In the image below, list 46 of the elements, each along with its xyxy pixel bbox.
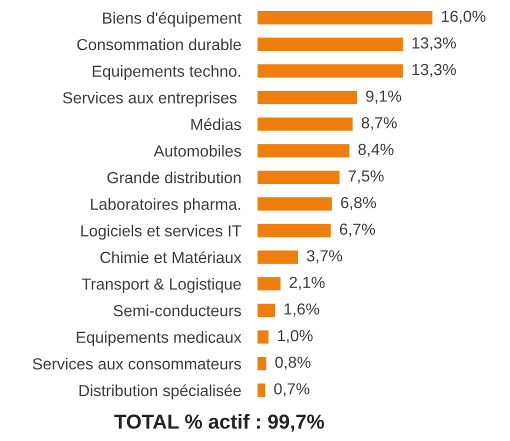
data-label: 13,3% bbox=[412, 64, 456, 78]
data-label: 7,5% bbox=[348, 170, 384, 184]
bar bbox=[258, 250, 298, 264]
bar bbox=[258, 197, 332, 211]
data-label: 16,0% bbox=[442, 10, 486, 24]
bar bbox=[258, 38, 403, 51]
data-label: 1,6% bbox=[284, 303, 320, 317]
y-tick-label: Chimie et Matériaux bbox=[100, 251, 242, 264]
y-tick-label: Equipements medicaux bbox=[76, 331, 242, 346]
text: TOTAL % actif : 99,7% bbox=[114, 414, 324, 432]
y-tick-label: Biens d'équipement bbox=[103, 12, 242, 27]
y-tick-label: Médias bbox=[191, 118, 242, 130]
y-tick-label: Transport & Logistique bbox=[82, 278, 241, 293]
bar bbox=[258, 11, 432, 24]
y-tick-label: Consommation durable bbox=[77, 38, 241, 50]
bar bbox=[258, 384, 266, 397]
data-label: 6,8% bbox=[341, 196, 376, 210]
y-tick-label: Services aux consommateurs bbox=[32, 358, 242, 370]
bar bbox=[258, 144, 350, 158]
data-label: 8,7% bbox=[362, 117, 397, 130]
data-label: 8,4% bbox=[358, 144, 394, 157]
y-tick-label: Semi-conducteurs bbox=[114, 304, 242, 316]
data-label: 3,7% bbox=[306, 250, 342, 264]
bar bbox=[258, 356, 266, 370]
y-tick-label: Distribution spécialisée bbox=[80, 384, 241, 400]
data-label: 2,1% bbox=[290, 276, 325, 290]
y-tick-label: Laboratoires pharma. bbox=[91, 198, 240, 214]
bar bbox=[258, 170, 340, 184]
data-label: 0,7% bbox=[274, 383, 310, 396]
data-label: 9,1% bbox=[366, 90, 402, 104]
data-label: 0,8% bbox=[275, 356, 310, 370]
bar bbox=[258, 224, 331, 238]
y-tick-label: Logiciels et services IT bbox=[81, 224, 242, 240]
bar bbox=[258, 90, 357, 104]
y-tick-label: Automobiles bbox=[154, 144, 242, 157]
data-label: 1,0% bbox=[278, 330, 313, 344]
bar bbox=[258, 304, 276, 318]
y-tick-label: Services aux entreprises bbox=[62, 92, 237, 107]
data-label: 13,3% bbox=[412, 37, 456, 50]
bar bbox=[258, 64, 403, 78]
data-label: 6,7% bbox=[340, 224, 375, 237]
bar bbox=[258, 117, 353, 131]
bar bbox=[258, 277, 280, 290]
y-tick-label: Grande distribution bbox=[107, 172, 241, 184]
y-tick-label: Equipements techno. bbox=[92, 65, 240, 80]
bar bbox=[258, 330, 268, 344]
